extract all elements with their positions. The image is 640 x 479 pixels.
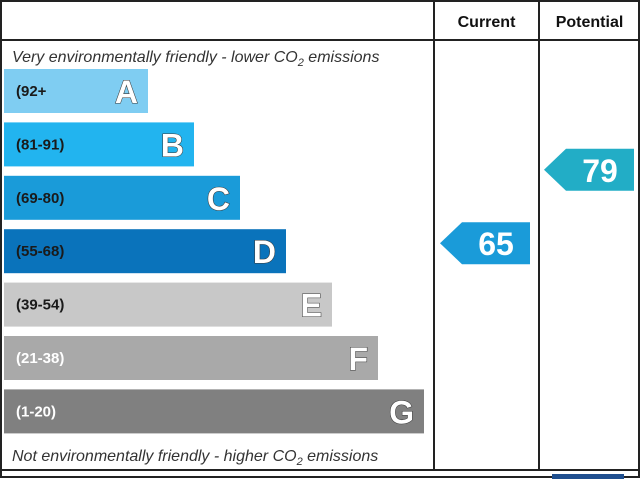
band-letter-a: A: [115, 74, 138, 110]
footer-accent: [552, 474, 624, 479]
band-range-c: (69-80): [16, 190, 64, 207]
band-letter-b: B: [161, 127, 184, 163]
band-letter-f: F: [348, 341, 368, 377]
band-letter-e: E: [301, 288, 322, 324]
band-bar-b: [4, 122, 194, 167]
top-note: Very environmentally friendly - lower CO…: [12, 49, 379, 69]
band-letter-c: C: [207, 181, 230, 217]
potential-column-header: Potential: [556, 14, 624, 31]
band-range-g: (1-20): [16, 403, 56, 420]
chart-notes: Very environmentally friendly - lower CO…: [12, 49, 379, 468]
band-range-d: (55-68): [16, 243, 64, 260]
band-bar-f: [4, 336, 378, 380]
current-column-header: Current: [458, 14, 516, 31]
band-range-a: (92+: [16, 83, 47, 100]
potential-rating-arrow: [544, 148, 634, 191]
band-bar-d: [4, 229, 286, 274]
bottom-note: Not environmentally friendly - higher CO…: [12, 448, 378, 468]
band-bar-e: [4, 282, 332, 327]
column-headers: Current Potential: [458, 14, 624, 31]
band-range-e: (39-54): [16, 297, 64, 314]
band-range-b: (81-91): [16, 136, 64, 153]
rating-bands: (92+ A (81-91) B (69-80) C (55-68) D (39-54) E (21…: [4, 69, 424, 434]
potential-rating-value: 79: [582, 153, 618, 189]
band-letter-g: G: [389, 394, 414, 430]
current-rating-value: 65: [478, 226, 514, 262]
current-rating-arrow: [440, 222, 530, 265]
band-letter-d: D: [253, 234, 276, 270]
rating-arrows: 65 79: [440, 148, 634, 265]
band-range-f: (21-38): [16, 350, 64, 367]
band-bar-a: [4, 69, 148, 113]
band-bar-g: [4, 389, 424, 434]
band-bar-c: [4, 175, 240, 220]
